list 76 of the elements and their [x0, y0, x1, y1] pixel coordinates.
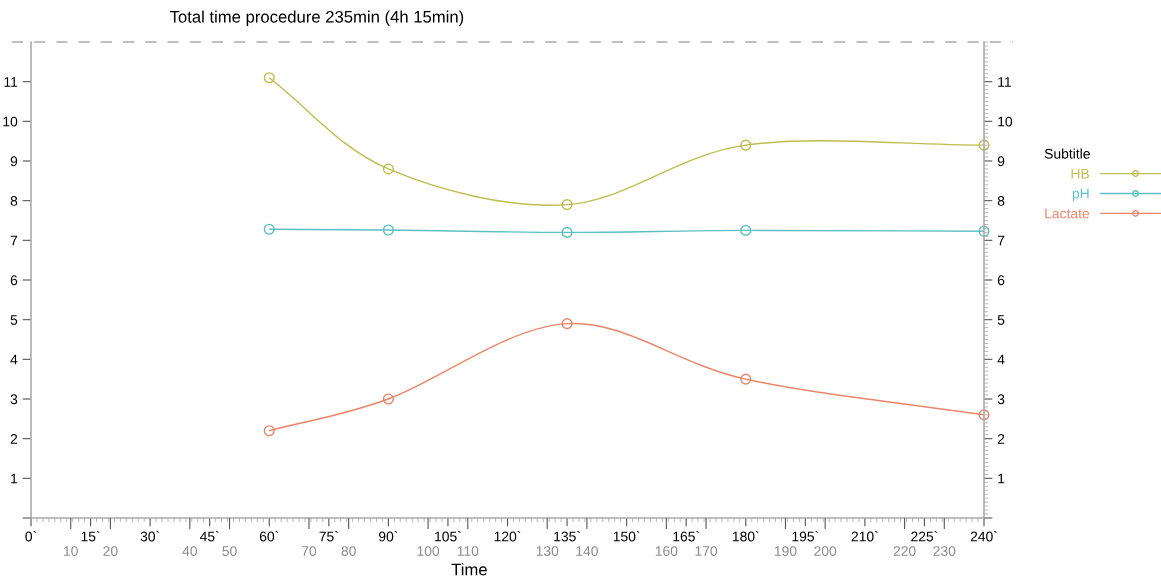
- point: [978, 409, 990, 421]
- x2-tick-label: 230: [933, 546, 956, 556]
- point: [561, 318, 573, 330]
- y-tick-label: 1: [11, 473, 18, 484]
- x-tick-label: 0`: [25, 531, 37, 542]
- x-tick-label: 180`: [732, 531, 759, 542]
- y2-tick-label: 4: [997, 354, 1005, 365]
- legend-label: pH: [1072, 188, 1089, 202]
- point: [382, 163, 394, 175]
- y2-tick-label: 10: [998, 116, 1013, 127]
- point: [263, 72, 275, 84]
- point: [561, 199, 573, 211]
- y-tick-label: 4: [10, 354, 18, 365]
- x2-tick-label: 160: [655, 546, 678, 556]
- legend-label: Lactate: [1045, 208, 1090, 219]
- x-tick-label: 45`: [199, 531, 219, 542]
- y2-tick-label: 1: [998, 473, 1005, 484]
- point: [561, 226, 573, 238]
- x2-tick-label: 100: [417, 546, 440, 556]
- x-tick-label: 165`: [673, 531, 700, 542]
- y2-tick-label: 7: [997, 235, 1005, 246]
- x-tick-label: 240`: [970, 531, 997, 542]
- x-tick-label: 30`: [140, 531, 160, 542]
- y-tick-label: 2: [10, 434, 18, 444]
- y2-tick-label: 6: [997, 275, 1005, 286]
- x-tick-label: 75`: [319, 531, 338, 542]
- point: [382, 224, 394, 236]
- x-tick-label: 105`: [435, 531, 461, 542]
- x-tick-label: 60`: [259, 531, 279, 542]
- x-tick-label: 90`: [378, 531, 398, 542]
- x2-tick-label: 130: [536, 546, 559, 556]
- x-tick-label: 135`: [554, 531, 580, 542]
- point: [382, 393, 394, 405]
- x-tick-label: 120`: [494, 531, 521, 542]
- x2-tick-label: 40: [182, 546, 198, 556]
- x2-tick-label: 140: [576, 546, 598, 556]
- point: [978, 225, 990, 237]
- x2-tick-label: 70: [301, 546, 317, 556]
- x-tick-label: 225`: [911, 531, 938, 542]
- legend-title: Subtitle: [1044, 148, 1090, 159]
- x2-tick-label: 10: [64, 546, 78, 556]
- y2-tick-label: 11: [998, 77, 1011, 87]
- x-tick-label: 210`: [851, 531, 878, 542]
- point: [263, 425, 275, 437]
- y-tick-label: 9: [10, 156, 18, 167]
- point: [740, 224, 752, 236]
- y-tick-label: 11: [4, 77, 18, 87]
- x-tick-label: 195`: [792, 531, 819, 542]
- y2-tick-label: 3: [997, 394, 1005, 405]
- y-tick-label: 5: [10, 315, 18, 325]
- y-tick-label: 3: [10, 394, 18, 405]
- point: [740, 139, 752, 151]
- x-axis-title: Time: [451, 563, 487, 576]
- x2-tick-label: 190: [774, 546, 797, 556]
- x2-tick-label: 200: [814, 546, 837, 556]
- x-tick-label: 150`: [613, 531, 640, 542]
- x2-tick-label: 50: [222, 546, 237, 556]
- y-tick-label: 8: [10, 196, 18, 206]
- x-tick-label: 15`: [81, 531, 100, 542]
- point: [263, 223, 275, 235]
- y-tick-label: 6: [10, 275, 18, 286]
- y-tick-label: 7: [10, 235, 18, 246]
- y2-tick-label: 2: [997, 434, 1005, 444]
- x2-tick-label: 110: [457, 546, 479, 556]
- y-tick-label: 10: [3, 116, 18, 127]
- x2-tick-label: 80: [341, 546, 356, 556]
- legend-label: HB: [1071, 168, 1089, 179]
- x2-tick-label: 170: [695, 546, 718, 556]
- y2-tick-label: 8: [997, 196, 1005, 206]
- chart-title: Total time procedure 235min (4h 15min): [170, 10, 464, 27]
- x2-tick-label: 220: [893, 546, 916, 556]
- y2-tick-label: 5: [997, 315, 1005, 325]
- y2-tick-label: 9: [997, 156, 1005, 167]
- x2-tick-label: 20: [103, 546, 118, 556]
- point: [740, 373, 752, 385]
- point: [978, 139, 990, 151]
